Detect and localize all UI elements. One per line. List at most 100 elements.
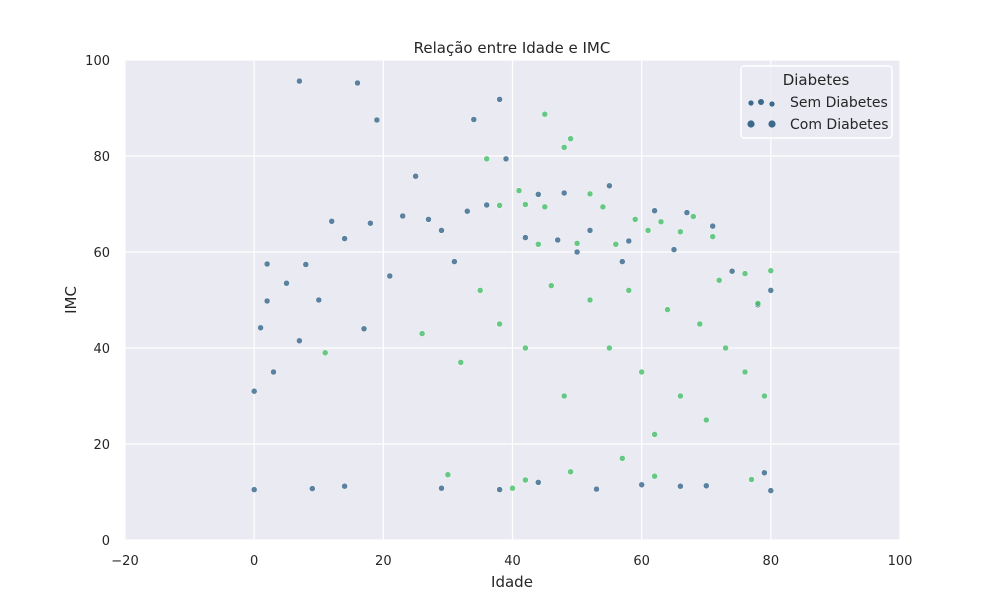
point-com-diabetes xyxy=(567,135,574,142)
point-sem-diabetes xyxy=(593,485,600,493)
point-sem-diabetes xyxy=(670,246,678,253)
point-sem-diabetes xyxy=(309,485,316,492)
point-com-diabetes xyxy=(522,476,529,484)
point-com-diabetes xyxy=(754,300,762,307)
point-com-diabetes xyxy=(722,344,729,352)
point-sem-diabetes xyxy=(703,482,710,490)
point-sem-diabetes xyxy=(386,272,394,280)
point-sem-diabetes xyxy=(250,387,258,395)
point-com-diabetes xyxy=(644,227,652,234)
point-sem-diabetes xyxy=(651,207,658,214)
point-com-diabetes xyxy=(631,216,639,223)
point-sem-diabetes xyxy=(373,116,381,124)
point-sem-diabetes xyxy=(554,236,561,244)
point-sem-diabetes xyxy=(257,324,264,332)
point-sem-diabetes xyxy=(296,337,303,345)
point-com-diabetes xyxy=(709,233,716,240)
point-sem-diabetes xyxy=(341,482,348,490)
point-sem-diabetes xyxy=(263,297,271,305)
legend-marker-com-diabetes-1 xyxy=(747,120,755,128)
point-sem-diabetes xyxy=(619,258,626,265)
point-com-diabetes xyxy=(515,187,523,194)
y-tick-label: 40 xyxy=(93,342,110,357)
point-sem-diabetes xyxy=(425,216,432,223)
x-tick-label: −20 xyxy=(111,554,138,569)
point-com-diabetes xyxy=(657,218,665,226)
point-com-diabetes xyxy=(418,330,426,337)
point-sem-diabetes xyxy=(302,261,310,268)
point-com-diabetes xyxy=(535,241,542,248)
point-com-diabetes xyxy=(509,484,516,492)
point-sem-diabetes xyxy=(586,227,594,234)
point-com-diabetes xyxy=(483,155,490,163)
point-com-diabetes xyxy=(541,203,549,211)
point-com-diabetes xyxy=(715,277,723,284)
point-sem-diabetes xyxy=(283,279,290,287)
point-com-diabetes xyxy=(741,270,749,277)
point-com-diabetes xyxy=(586,296,594,304)
legend: Diabetes Sem Diabetes Com Diabetes xyxy=(740,65,893,139)
point-com-diabetes xyxy=(677,228,684,236)
point-sem-diabetes xyxy=(296,77,303,85)
point-sem-diabetes xyxy=(502,155,510,163)
point-sem-diabetes xyxy=(535,191,542,198)
point-sem-diabetes xyxy=(470,116,478,123)
point-com-diabetes xyxy=(651,431,658,438)
point-sem-diabetes xyxy=(535,479,542,486)
point-com-diabetes xyxy=(567,468,574,476)
point-sem-diabetes xyxy=(638,481,645,489)
y-tick-label: 60 xyxy=(93,246,110,261)
point-sem-diabetes xyxy=(728,267,736,275)
point-sem-diabetes xyxy=(767,487,775,494)
y-tick-label: 100 xyxy=(85,54,110,69)
x-tick-label: 40 xyxy=(504,554,521,569)
x-tick-label: 100 xyxy=(888,554,913,569)
x-axis-label: Idade xyxy=(491,573,533,591)
point-com-diabetes xyxy=(560,144,568,151)
point-sem-diabetes xyxy=(354,79,361,87)
point-sem-diabetes xyxy=(328,218,335,225)
point-sem-diabetes xyxy=(683,209,691,216)
point-sem-diabetes xyxy=(360,325,368,333)
y-axis-label: IMC xyxy=(62,286,80,314)
point-com-diabetes xyxy=(476,287,484,294)
point-sem-diabetes xyxy=(496,486,503,493)
point-sem-diabetes xyxy=(250,486,258,493)
x-tick-label: 60 xyxy=(633,554,650,569)
point-com-diabetes xyxy=(619,455,626,462)
legend-title: Diabetes xyxy=(783,71,850,89)
point-com-diabetes xyxy=(548,282,555,289)
point-com-diabetes xyxy=(703,416,710,424)
legend-label-sem-diabetes: Sem Diabetes xyxy=(790,95,888,111)
point-sem-diabetes xyxy=(767,287,775,294)
point-sem-diabetes xyxy=(522,234,529,241)
point-sem-diabetes xyxy=(625,237,633,245)
point-com-diabetes xyxy=(522,344,529,352)
legend-box xyxy=(740,65,893,139)
point-sem-diabetes xyxy=(263,260,271,268)
grid-lines xyxy=(124,59,901,541)
point-sem-diabetes xyxy=(606,182,613,190)
point-sem-diabetes xyxy=(270,368,277,376)
point-sem-diabetes xyxy=(451,258,458,265)
point-com-diabetes xyxy=(664,306,671,313)
legend-marker-sem-diabetes-3 xyxy=(769,101,775,107)
point-com-diabetes xyxy=(496,202,503,209)
point-com-diabetes xyxy=(586,190,594,198)
point-com-diabetes xyxy=(748,476,755,483)
point-sem-diabetes xyxy=(399,212,406,220)
y-tick-label: 80 xyxy=(93,150,110,165)
legend-marker-com-diabetes-2 xyxy=(768,120,776,128)
point-sem-diabetes xyxy=(438,484,445,492)
point-com-diabetes xyxy=(321,349,329,357)
point-com-diabetes xyxy=(573,240,581,247)
point-com-diabetes xyxy=(696,320,704,328)
point-sem-diabetes xyxy=(367,219,374,227)
x-tick-label: 20 xyxy=(375,554,392,569)
point-sem-diabetes xyxy=(496,96,503,103)
legend-label-com-diabetes: Com Diabetes xyxy=(790,117,889,133)
point-com-diabetes xyxy=(522,201,529,208)
